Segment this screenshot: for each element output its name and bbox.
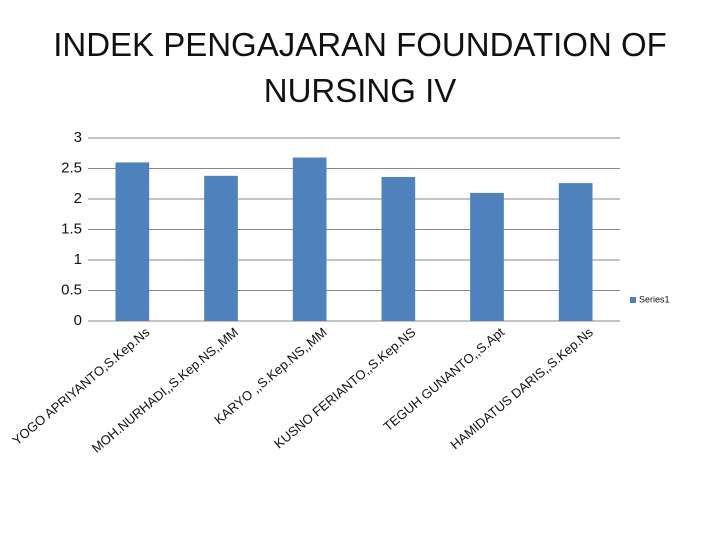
- y-tick-label: 2: [74, 190, 82, 207]
- bar: [292, 157, 327, 321]
- y-tick-label: 0: [74, 312, 82, 329]
- y-tick-label: 1.5: [61, 220, 82, 237]
- bar: [204, 175, 238, 321]
- y-tick-label: 0.5: [61, 281, 82, 298]
- bar: [558, 183, 593, 321]
- y-tick-label: 1: [74, 251, 82, 268]
- chart-title: INDEK PENGAJARAN FOUNDATION OF NURSING I…: [53, 26, 667, 109]
- bar: [115, 162, 150, 321]
- x-tick-label: KUSNO FERIANTO,,S.Kep.NS: [271, 324, 419, 451]
- bar: [381, 177, 416, 321]
- legend-swatch: [630, 297, 636, 303]
- x-tick-label: YOGO APRIYANTO,S.Kep.Ns: [9, 324, 153, 448]
- legend-label: Series1: [639, 294, 670, 304]
- x-tick-label: HAMIDATUS DARIS,,S.Kep.Ns: [447, 324, 596, 452]
- bar: [470, 192, 504, 321]
- x-tick-label: MOH.NURHADI,,S.Kep.NS,,MM: [89, 324, 241, 455]
- y-tick-label: 2.5: [61, 159, 82, 176]
- y-tick-label: 3: [74, 129, 82, 146]
